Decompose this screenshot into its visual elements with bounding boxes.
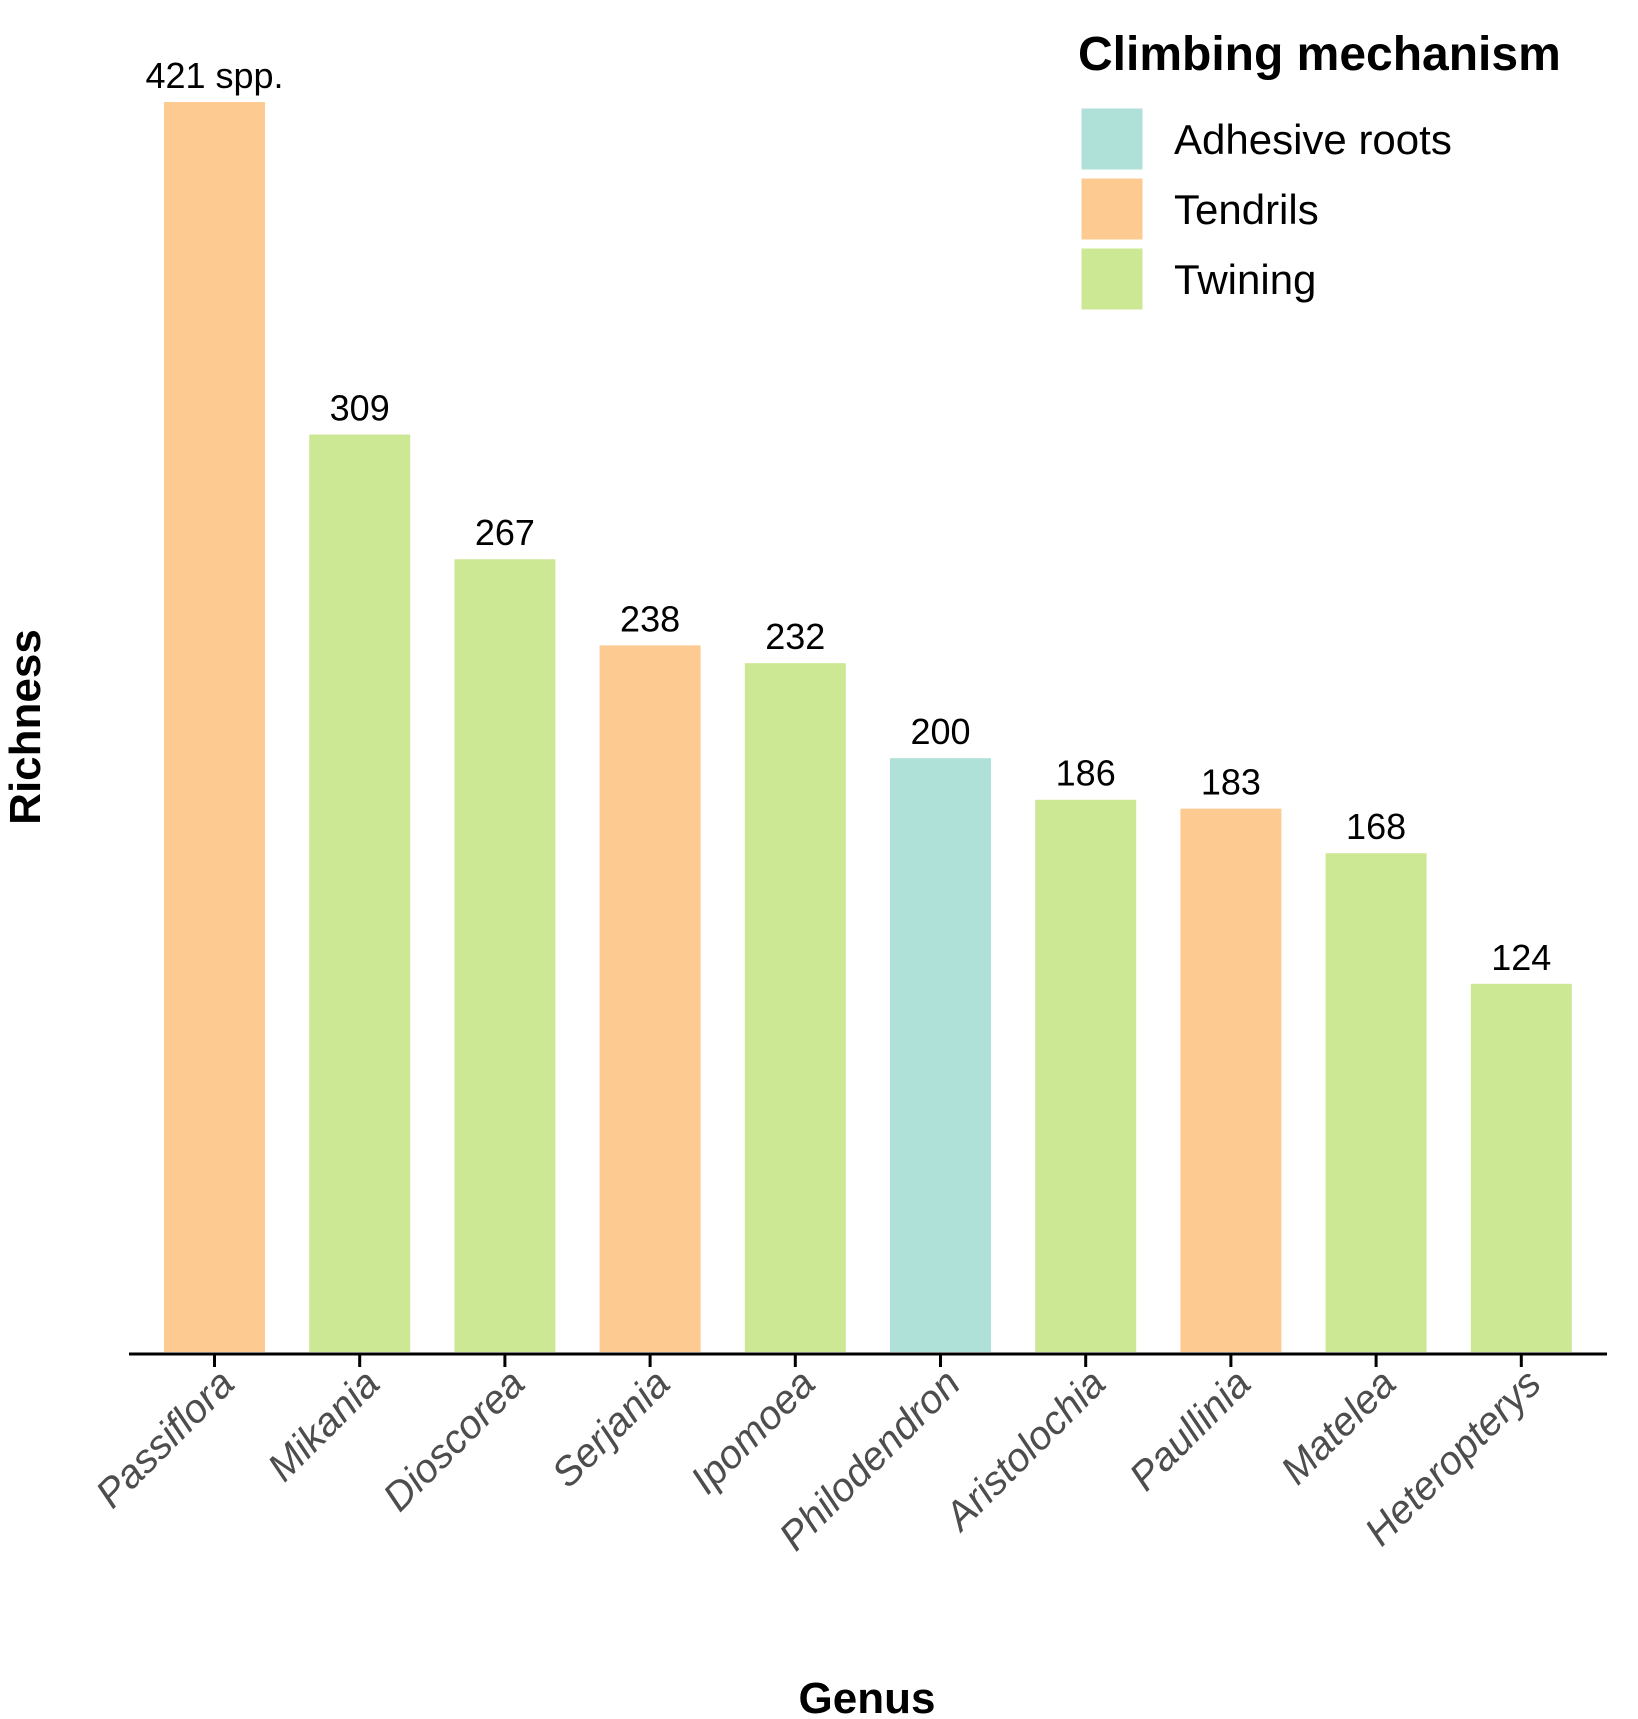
x-tick-label-ipomoea: Ipomoea [682, 1361, 823, 1502]
x-tick-label-dioscorea: Dioscorea [375, 1361, 533, 1519]
legend-items-group: Adhesive roots Tendrils Twining [1078, 105, 1452, 313]
bar-dioscorea [454, 559, 556, 1352]
x-ticks-group [213, 1355, 1523, 1367]
x-tick-label-serjania: Serjania [544, 1361, 679, 1496]
bar-value-label-dioscorea: 267 [475, 512, 535, 553]
x-tick-label-passiflora: Passiflora [88, 1361, 243, 1516]
legend: Climbing mechanism Adhesive roots Tendril… [1078, 28, 1561, 313]
legend-title: Climbing mechanism [1078, 28, 1561, 81]
bar-labels-group: 421 spp. 309 267 238 232 200 186 183 168 124 [145, 55, 1551, 978]
bar-value-label-aristolochia: 186 [1056, 753, 1116, 794]
bar-value-label-serjania: 238 [620, 598, 680, 639]
legend-swatch-tendrils [1078, 175, 1146, 243]
legend-label-tendrils: Tendrils [1174, 186, 1319, 233]
bar-serjania [599, 645, 701, 1352]
bar-value-label-matelea: 168 [1346, 806, 1406, 847]
bar-passiflora [164, 102, 265, 1352]
x-tick-label-paullinia: Paullinia [1121, 1361, 1259, 1499]
legend-swatch-twining [1078, 245, 1146, 313]
bar-value-label-heteropterys: 124 [1491, 937, 1551, 978]
legend-swatch-adhesive-roots [1078, 105, 1146, 173]
bar-paullinia [1180, 808, 1282, 1352]
bar-mikania [309, 434, 411, 1352]
bar-value-label-paullinia: 183 [1201, 762, 1261, 803]
bar-value-label-passiflora: 421 spp. [145, 55, 283, 96]
bars-group [164, 102, 1572, 1352]
legend-label-adhesive-roots: Adhesive roots [1174, 116, 1452, 163]
bar-aristolochia [1035, 799, 1137, 1352]
bar-ipomoea [744, 663, 846, 1352]
x-tick-label-matelea: Matelea [1273, 1361, 1405, 1493]
bar-philodendron [890, 758, 991, 1352]
y-axis-title: Richness [1, 629, 50, 825]
bar-value-label-mikania: 309 [330, 388, 390, 429]
bar-value-label-ipomoea: 232 [765, 616, 825, 657]
bar-matelea [1325, 853, 1427, 1352]
legend-label-twining: Twining [1174, 256, 1316, 303]
bar-value-label-philodendron: 200 [910, 711, 970, 752]
x-axis-title: Genus [799, 1674, 936, 1719]
bar-heteropterys [1470, 983, 1572, 1352]
x-tick-label-mikania: Mikania [259, 1361, 388, 1490]
